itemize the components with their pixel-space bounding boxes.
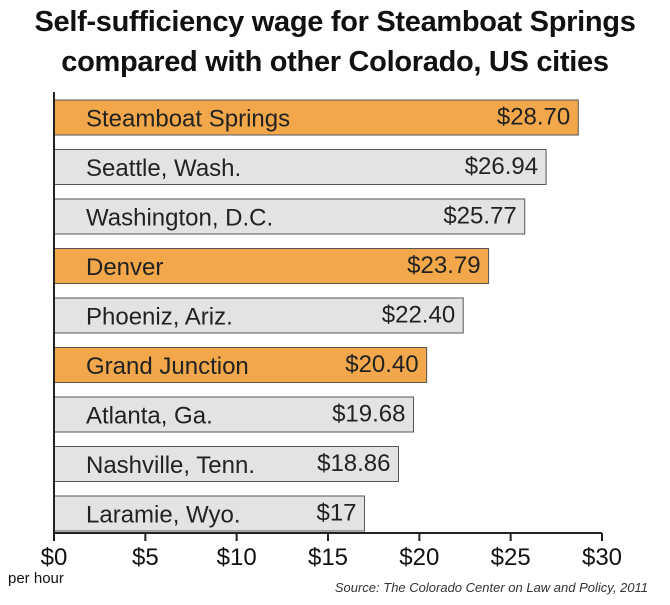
bar <box>53 347 428 383</box>
value-label: $20.40 <box>345 351 418 378</box>
bar <box>53 248 490 284</box>
value-label: $18.86 <box>317 450 390 477</box>
bar <box>53 297 464 334</box>
chart-title-line-2: compared with other Colorado, US cities <box>61 46 609 78</box>
category-label: Grand Junction <box>86 353 249 380</box>
category-label: Seattle, Wash. <box>86 155 241 182</box>
x-tick-label: $5 <box>132 544 159 571</box>
bar <box>53 198 526 235</box>
value-label: $23.79 <box>407 252 480 279</box>
category-label: Laramie, Wyo. <box>86 502 241 529</box>
x-tick-label: $15 <box>308 544 348 571</box>
x-tick-label: $20 <box>399 544 439 571</box>
category-label: Washington, D.C. <box>86 205 273 232</box>
value-label: $17 <box>316 500 356 527</box>
x-tick-label: $0 <box>41 544 68 571</box>
category-label: Nashville, Tenn. <box>86 452 255 479</box>
value-label: $28.70 <box>497 104 570 131</box>
bar <box>53 99 579 136</box>
category-label: Denver <box>86 254 163 281</box>
bar <box>53 446 400 482</box>
chart-title-line-1: Self-sufficiency wage for Steamboat Spri… <box>34 6 636 38</box>
value-label: $25.77 <box>443 203 516 230</box>
x-tick-label: $10 <box>217 544 257 571</box>
bar <box>53 495 366 532</box>
value-label: $26.94 <box>465 153 538 180</box>
category-label: Phoeniz, Ariz. <box>86 304 233 331</box>
category-label: Atlanta, Ga. <box>86 403 213 430</box>
x-tick-label: $25 <box>491 544 531 571</box>
x-tick-label: $30 <box>582 544 622 571</box>
value-label: $19.68 <box>332 401 405 428</box>
value-label: $22.40 <box>382 302 455 329</box>
category-label: Steamboat Springs <box>86 106 290 133</box>
unit-label: per hour <box>8 570 64 587</box>
bar <box>53 396 414 433</box>
source-note: Source: The Colorado Center on Law and P… <box>334 580 648 595</box>
